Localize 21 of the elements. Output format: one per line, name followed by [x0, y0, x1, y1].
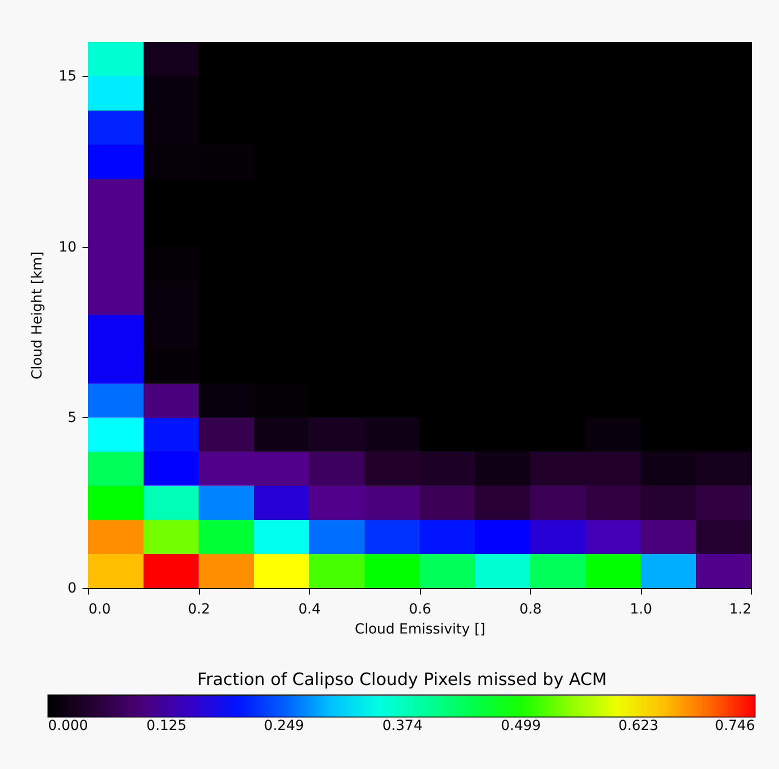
x-tick-label: 0.6 — [408, 602, 432, 618]
y-tick-label: 5 — [68, 410, 76, 426]
color-bar-label: 0.374 — [382, 718, 423, 734]
color-bar-label: 0.499 — [500, 718, 541, 734]
y-tick-label: 10 — [58, 239, 76, 256]
x-tick-label: 0.2 — [188, 602, 210, 618]
color-bar-label: 0.746 — [714, 718, 756, 734]
color-bar-label: 0.125 — [146, 718, 187, 734]
x-tick-label: 0.4 — [298, 602, 321, 618]
y-tick-label: 0 — [68, 580, 76, 596]
color-bar-label: 0.623 — [618, 718, 658, 734]
y-tick-label: 15 — [58, 68, 76, 85]
x-tick-label: 0.8 — [519, 602, 542, 618]
color-bar-label: 0.249 — [264, 718, 304, 734]
y-axis-title: Cloud Height [km] — [30, 252, 46, 380]
x-tick-label: 0.0 — [88, 602, 111, 618]
color-bar-title: Fraction of Calipso Cloudy Pixels missed by ACM — [197, 670, 607, 690]
x-tick-label: 1.0 — [630, 602, 652, 618]
color-bar-label: 0.000 — [48, 718, 88, 734]
x-axis-title: Cloud Emissivity [] — [354, 622, 486, 638]
x-tick-label: 1.2 — [729, 602, 752, 618]
